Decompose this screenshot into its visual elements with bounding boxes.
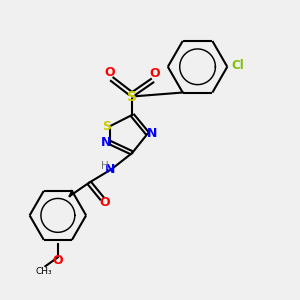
Text: H: H [101,161,109,171]
Text: Cl: Cl [232,59,244,72]
Text: N: N [105,163,115,176]
Text: CH₃: CH₃ [36,267,52,276]
Text: S: S [102,120,111,133]
Text: N: N [100,136,111,149]
Text: O: O [52,254,63,267]
Text: S: S [127,89,137,103]
Text: N: N [147,127,157,140]
Text: O: O [100,196,110,208]
Text: O: O [105,66,115,79]
Text: O: O [149,67,160,80]
